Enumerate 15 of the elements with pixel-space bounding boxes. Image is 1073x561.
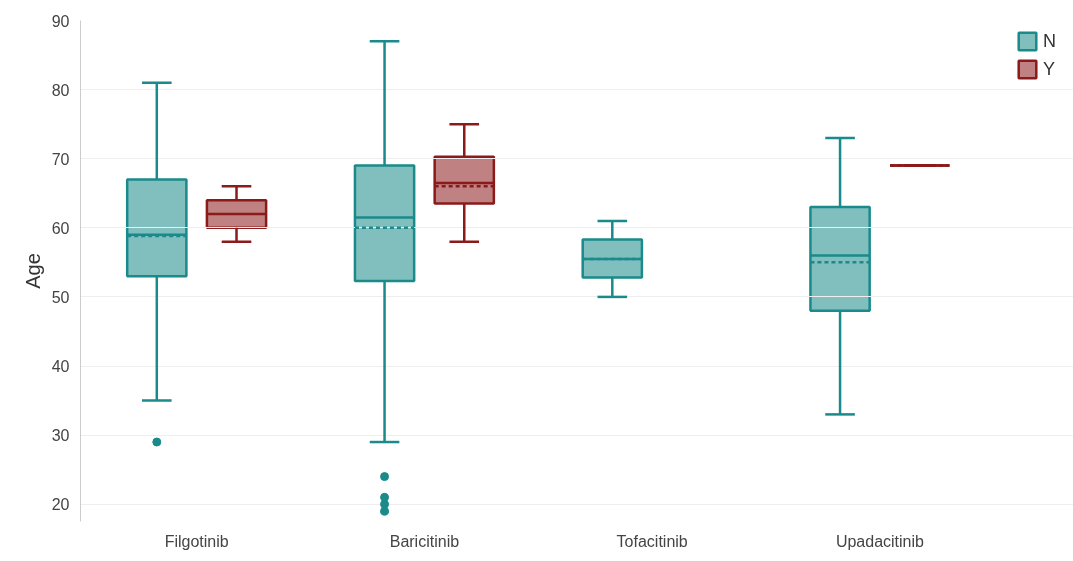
y-tick-label: 60: [51, 219, 70, 237]
y-tick-label: 20: [51, 496, 70, 514]
legend-label: N: [1043, 30, 1057, 52]
legend-label: Y: [1043, 58, 1056, 80]
y-tick-label: 80: [51, 81, 70, 99]
y-tick-label: 30: [51, 427, 70, 445]
y-tick-label: 50: [51, 288, 70, 306]
y-tick-label: 70: [51, 150, 70, 168]
y-tick-label: 40: [51, 358, 70, 376]
x-tick-label: Baricitinib: [389, 532, 460, 550]
x-tick-label: Filgotinib: [164, 532, 229, 550]
x-tick-label: Tofacitinib: [616, 532, 688, 550]
y-tick-label: 90: [51, 12, 70, 30]
x-tick-label: Upadacitinib: [835, 532, 925, 550]
y-axis-title: Age: [21, 253, 44, 289]
